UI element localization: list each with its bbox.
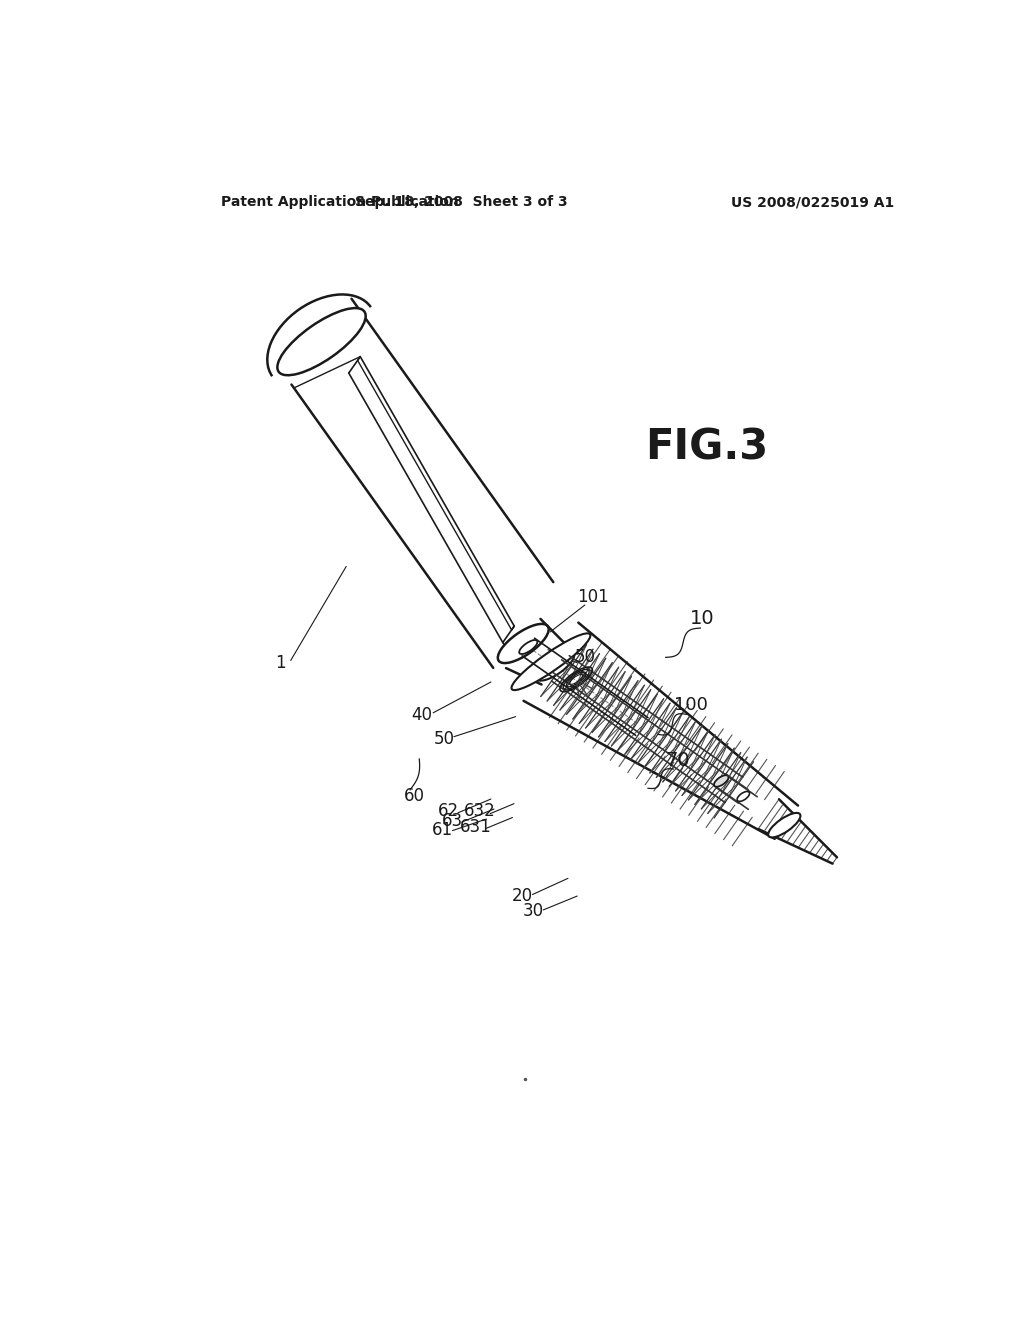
Ellipse shape bbox=[519, 640, 538, 655]
Text: 62: 62 bbox=[438, 803, 459, 820]
Text: 20: 20 bbox=[512, 887, 534, 906]
Text: 63: 63 bbox=[442, 812, 463, 829]
Text: 50: 50 bbox=[433, 730, 455, 748]
Text: 100: 100 bbox=[674, 696, 708, 714]
Text: 50: 50 bbox=[574, 648, 595, 667]
Text: Patent Application Publication: Patent Application Publication bbox=[221, 195, 459, 210]
Text: 101: 101 bbox=[577, 589, 608, 606]
Ellipse shape bbox=[714, 775, 728, 787]
Ellipse shape bbox=[512, 634, 591, 690]
Text: 70: 70 bbox=[665, 751, 689, 770]
Ellipse shape bbox=[768, 813, 801, 837]
Text: FIG.3: FIG.3 bbox=[645, 426, 768, 469]
Text: 40: 40 bbox=[411, 706, 432, 725]
Ellipse shape bbox=[498, 624, 549, 663]
Text: 61: 61 bbox=[432, 821, 453, 838]
Ellipse shape bbox=[278, 308, 366, 375]
Text: 60: 60 bbox=[403, 787, 424, 805]
Text: 632: 632 bbox=[464, 803, 496, 820]
Ellipse shape bbox=[536, 651, 574, 681]
Text: US 2008/0225019 A1: US 2008/0225019 A1 bbox=[731, 195, 894, 210]
Text: 30: 30 bbox=[522, 903, 544, 920]
Text: Sep. 18, 2008  Sheet 3 of 3: Sep. 18, 2008 Sheet 3 of 3 bbox=[355, 195, 568, 210]
Text: 1: 1 bbox=[275, 653, 286, 672]
Ellipse shape bbox=[737, 792, 750, 801]
Text: 10: 10 bbox=[690, 610, 715, 628]
Text: 631: 631 bbox=[460, 818, 492, 836]
